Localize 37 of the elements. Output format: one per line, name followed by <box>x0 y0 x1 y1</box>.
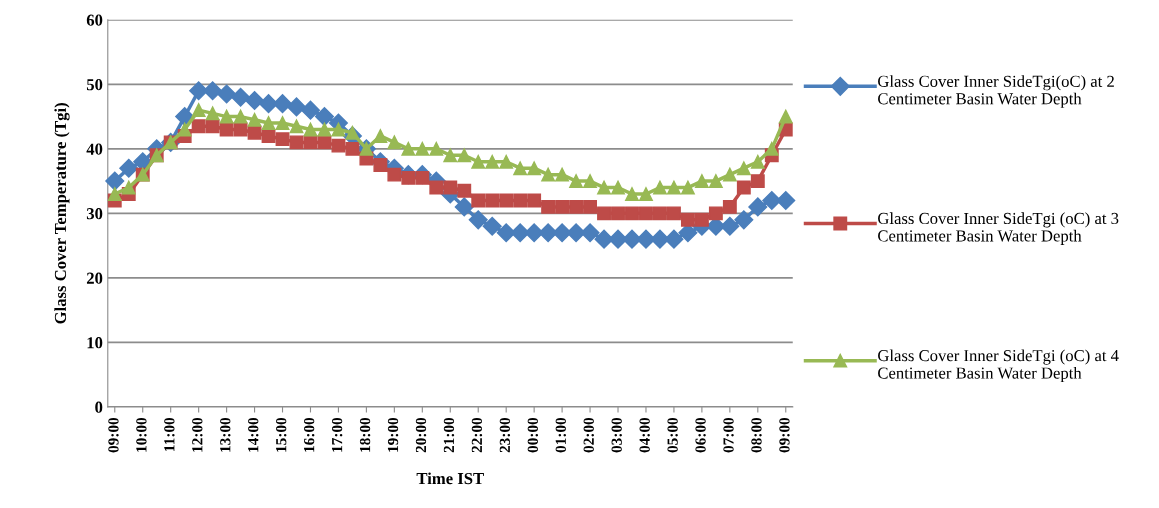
legend-label: Glass Cover Inner SideTgi (oC) at 3 Centimeter Basin Water Depth <box>878 212 1119 245</box>
x-tick-label: 15:00 <box>276 417 287 452</box>
x-tick-label: 13:00 <box>220 417 231 452</box>
x-tick-label: 23:00 <box>499 417 511 453</box>
x-tick-label: 17:00 <box>331 417 343 452</box>
x-tick-label: 04:00 <box>639 417 650 453</box>
legend-label: Glass Cover Inner SideTgi(oC) at 2 Centimeter Basin Water Depth <box>878 75 1114 108</box>
y-tick-label: 0 <box>95 401 103 413</box>
x-tick-label: 09:00 <box>779 417 790 453</box>
y-axis-title: Glass Cover Temperature (Tgi) <box>54 103 70 324</box>
y-tick-label: 60 <box>86 14 103 26</box>
x-tick-label: 07:00 <box>723 417 734 453</box>
y-tick-label: 10 <box>87 337 103 349</box>
x-tick-label: 21:00 <box>443 417 455 453</box>
x-tick-label: 03:00 <box>611 417 622 453</box>
legend-label: Glass Cover Inner SideTgi (oC) at 4 Centimeter Basin Water Depth <box>878 349 1119 383</box>
y-tick-label: 20 <box>86 272 103 284</box>
x-tick-label: 14:00 <box>248 417 259 452</box>
x-tick-label: 22:00 <box>471 417 483 453</box>
x-tick-label: 19:00 <box>387 417 399 452</box>
y-tick-label: 30 <box>86 208 103 220</box>
y-tick-label: 50 <box>86 79 103 91</box>
x-tick-label: 10:00 <box>136 417 147 452</box>
x-tick-label: 00:00 <box>527 417 539 453</box>
x-tick-label: 05:00 <box>667 417 678 453</box>
x-tick-label: 02:00 <box>583 417 594 453</box>
x-tick-label: 01:00 <box>555 417 566 453</box>
x-tick-label: 12:00 <box>192 417 203 452</box>
x-tick-label: 06:00 <box>695 417 706 453</box>
y-tick-label: 40 <box>86 143 103 155</box>
x-tick-label: 20:00 <box>415 417 427 453</box>
x-tick-label: 09:00 <box>108 417 119 453</box>
x-tick-label: 08:00 <box>751 417 762 453</box>
x-tick-label: 11:00 <box>164 417 175 451</box>
x-axis-title: Time IST <box>416 472 484 485</box>
x-tick-label: 16:00 <box>304 417 315 452</box>
x-tick-label: 18:00 <box>359 417 371 452</box>
